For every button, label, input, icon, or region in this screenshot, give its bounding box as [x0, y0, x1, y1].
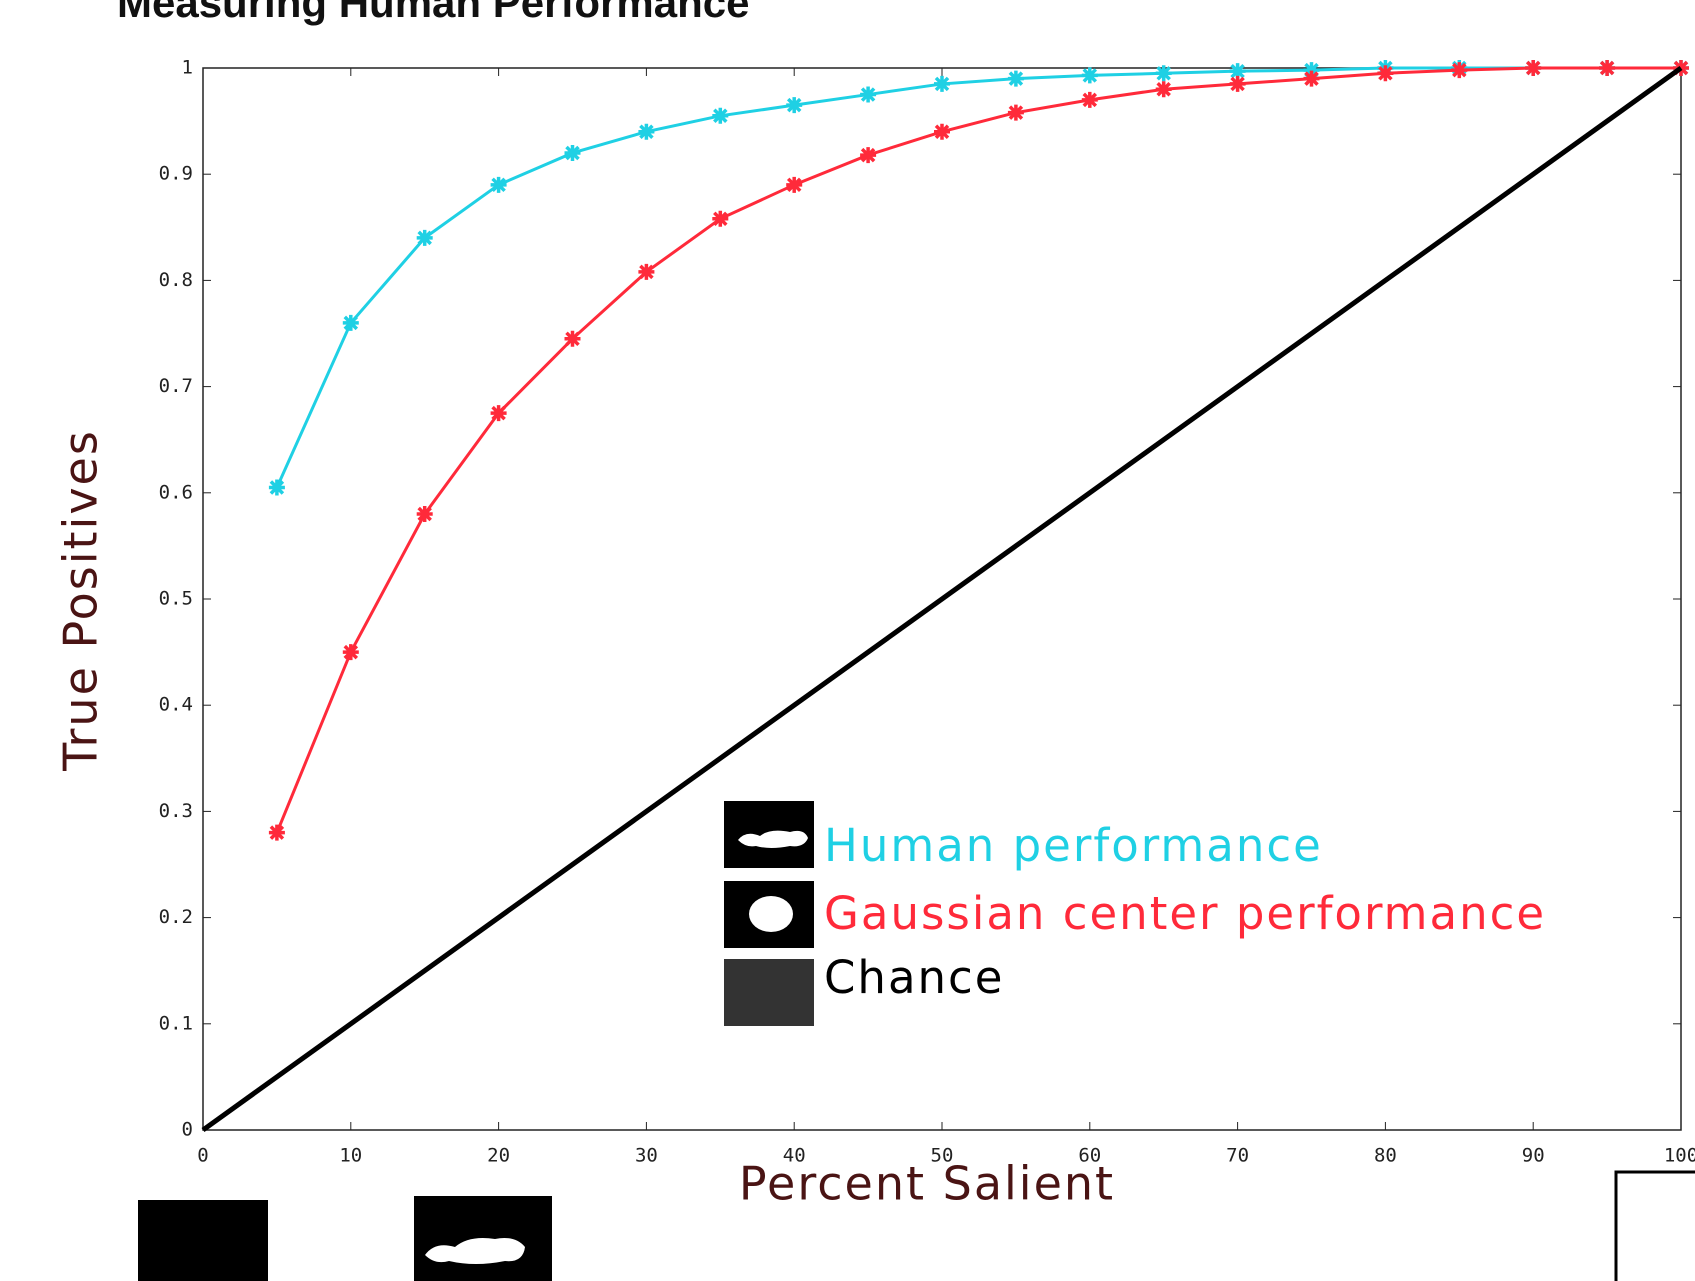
x-tick-label: 80: [1374, 1145, 1397, 1167]
data-point: [638, 264, 654, 280]
data-point: [860, 87, 876, 103]
data-point: [491, 177, 507, 193]
data-point: [565, 331, 581, 347]
x-tick-label: 10: [339, 1145, 362, 1167]
chart-title: Measuring Human Performance: [117, 0, 750, 26]
data-point: [343, 315, 359, 331]
data-point: [1451, 62, 1467, 78]
data-point: [712, 211, 728, 227]
y-tick-label: 0.4: [159, 694, 193, 716]
data-point: [269, 825, 285, 841]
data-point: [712, 108, 728, 124]
legend-label: Chance: [824, 951, 1004, 1004]
x-tick-label: 40: [783, 1145, 806, 1167]
y-tick-label: 0.6: [159, 481, 193, 503]
data-point: [1008, 71, 1024, 87]
legend-label: Gaussian center performance: [824, 887, 1546, 940]
data-point: [860, 147, 876, 163]
data-point: [1525, 60, 1541, 76]
y-axis-label: True Positives: [54, 429, 108, 772]
x-tick-label: 90: [1522, 1145, 1545, 1167]
data-point: [1599, 60, 1615, 76]
data-point: [417, 230, 433, 246]
y-tick-label: 0: [182, 1119, 193, 1141]
data-point: [1304, 71, 1320, 87]
y-tick-label: 0.5: [159, 588, 193, 610]
x-tick-label: 20: [487, 1145, 510, 1167]
data-point: [786, 177, 802, 193]
y-tick-label: 0.3: [159, 800, 193, 822]
data-point: [934, 124, 950, 140]
thumb-blob: [749, 896, 793, 932]
data-point: [1156, 65, 1172, 81]
x-tick-label: 30: [635, 1145, 658, 1167]
legend-label: Human performance: [824, 819, 1323, 872]
data-point: [786, 97, 802, 113]
data-point: [491, 405, 507, 421]
data-point: [1230, 76, 1246, 92]
x-tick-label: 50: [931, 1145, 954, 1167]
chart: Measuring Human Performance Percent Sali…: [0, 0, 1695, 1281]
data-point: [1082, 67, 1098, 83]
y-tick-label: 0.1: [159, 1012, 193, 1034]
data-point: [269, 479, 285, 495]
y-tick-label: 1: [182, 57, 193, 79]
y-tick-label: 0.7: [159, 375, 193, 397]
x-tick-label: 100: [1664, 1145, 1695, 1167]
legend-thumb: [724, 959, 814, 1026]
y-tick-label: 0.2: [159, 906, 193, 928]
data-point: [638, 124, 654, 140]
legend: Human performance Gaussian center perfor…: [724, 801, 1546, 1026]
y-tick-label: 0.9: [159, 163, 193, 185]
data-point: [1082, 92, 1098, 108]
data-point: [1008, 105, 1024, 121]
data-point: [417, 506, 433, 522]
thumbnail: [138, 1200, 268, 1281]
x-tick-label: 0: [197, 1145, 208, 1167]
thumbnail-frame: [1616, 1172, 1695, 1281]
data-point: [565, 145, 581, 161]
data-point: [1156, 81, 1172, 97]
series-line: [277, 68, 1681, 833]
data-point: [1377, 65, 1393, 81]
data-point: [934, 76, 950, 92]
series-line: [277, 68, 1681, 487]
data-point: [343, 644, 359, 660]
y-tick-label: 0.8: [159, 269, 193, 291]
x-tick-label: 70: [1226, 1145, 1249, 1167]
x-tick-label: 60: [1078, 1145, 1101, 1167]
